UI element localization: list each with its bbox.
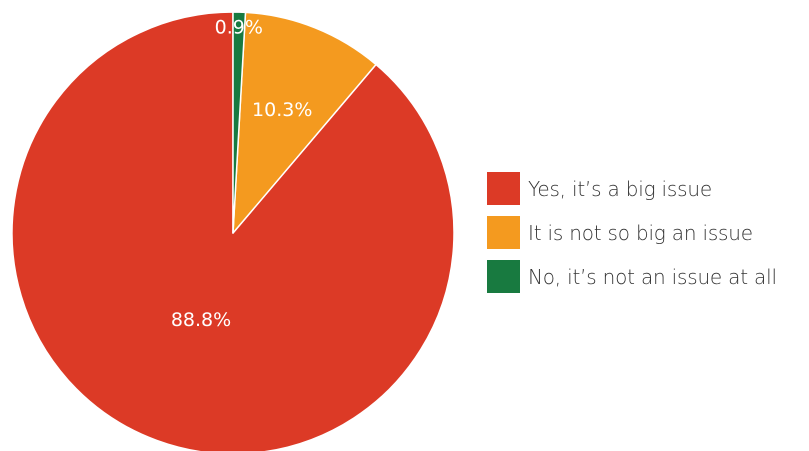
legend-item-yes-big-issue: Yes, it’s a big issue	[487, 172, 777, 205]
data-label-not-so-big: 10.3%	[252, 99, 312, 121]
pie-chart: 88.8% 10.3% 0.9%	[11, 11, 455, 451]
data-label-not-an-issue: 0.9%	[215, 17, 263, 39]
pie-slice-not-an-issue	[232, 11, 247, 234]
legend-swatch-not-so-big	[487, 216, 520, 249]
chart-legend: Yes, it’s a big issue It is not so big a…	[487, 172, 777, 304]
legend-label-not-so-big: It is not so big an issue	[528, 220, 753, 245]
legend-item-not-so-big: It is not so big an issue	[487, 216, 777, 249]
data-label-yes-big-issue: 88.8%	[171, 309, 231, 331]
legend-label-not-an-issue: No, it’s not an issue at all	[528, 264, 777, 289]
legend-item-not-an-issue: No, it’s not an issue at all	[487, 260, 777, 293]
pie-slice-not-so-big	[232, 11, 377, 234]
legend-swatch-yes-big-issue	[487, 172, 520, 205]
legend-label-yes-big-issue: Yes, it’s a big issue	[528, 176, 712, 201]
legend-swatch-not-an-issue	[487, 260, 520, 293]
